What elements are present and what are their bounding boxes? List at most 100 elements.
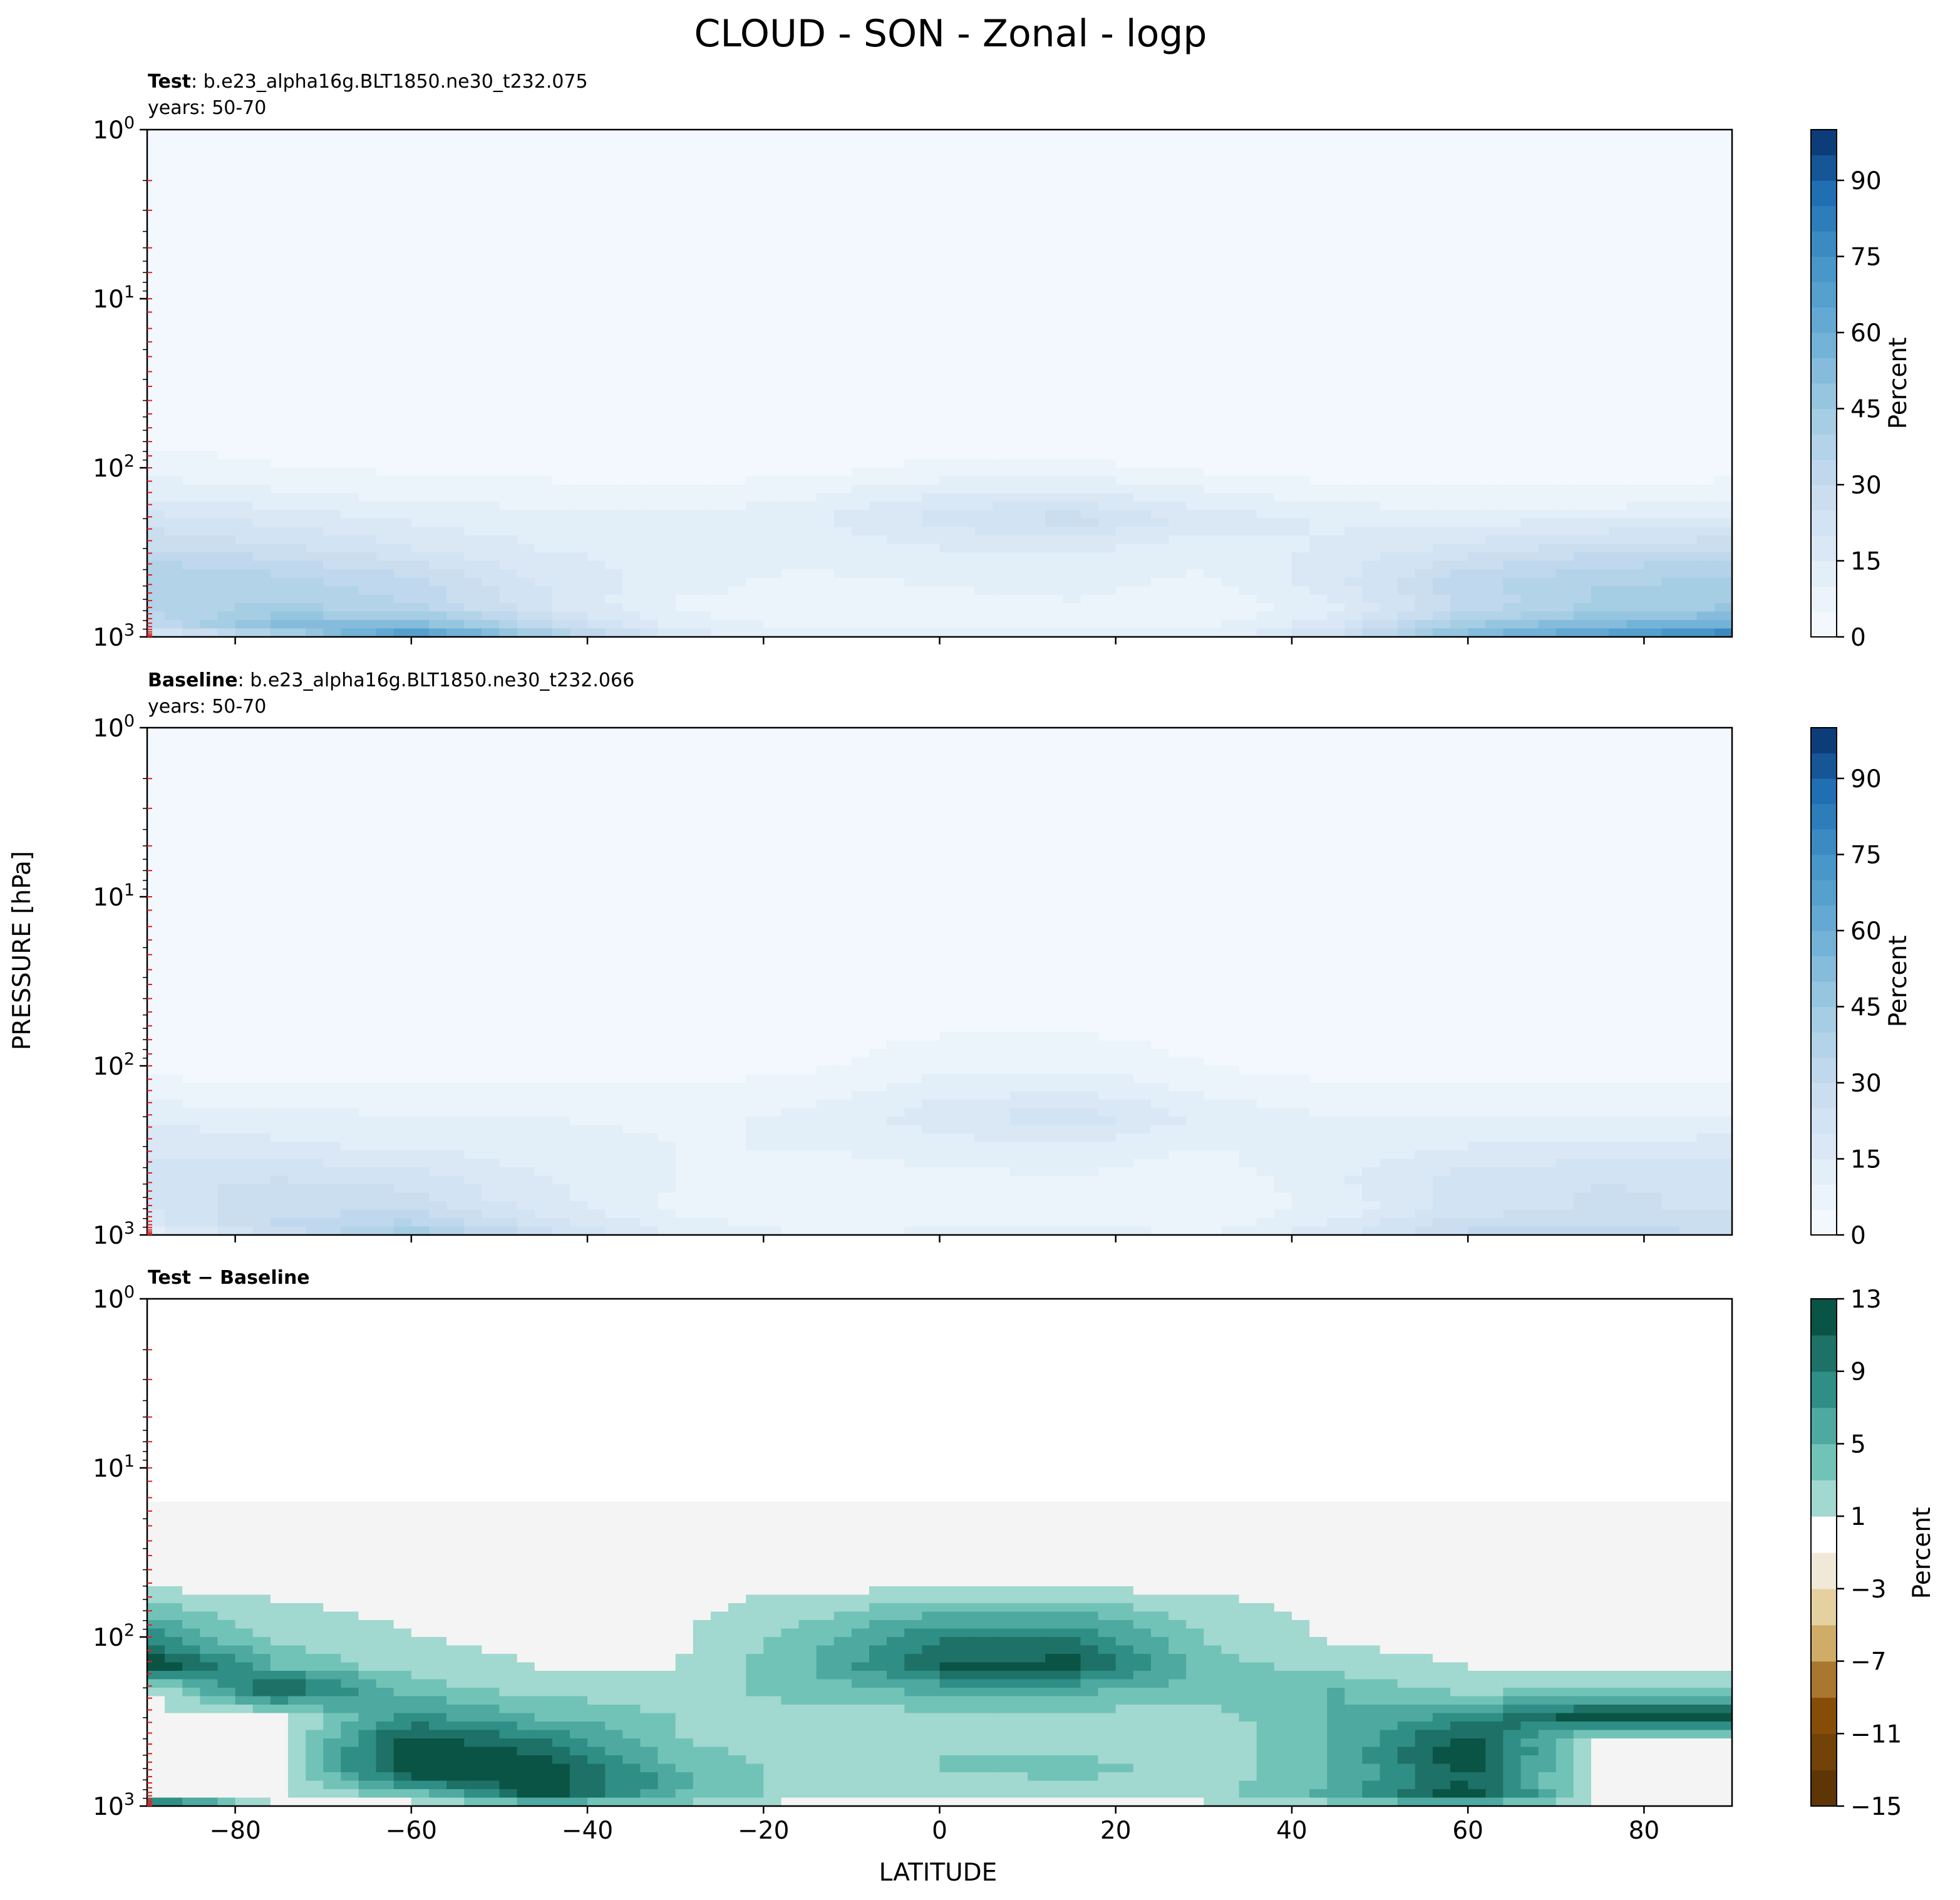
contour-cell — [887, 366, 905, 376]
contour-cell — [587, 324, 606, 333]
contour-cell — [622, 510, 641, 519]
contour-cell — [1291, 535, 1310, 545]
contour-cell — [1679, 417, 1698, 426]
contour-cell — [1626, 417, 1645, 426]
contour-cell — [1626, 519, 1645, 528]
contour-cell — [534, 383, 553, 393]
contour-cell — [746, 180, 765, 190]
contour-cell — [1204, 468, 1222, 477]
contour-cell — [464, 138, 483, 147]
contour-cell — [1168, 527, 1187, 536]
contour-cell — [1256, 519, 1275, 528]
contour-cell — [1380, 408, 1398, 418]
contour-cell — [869, 451, 887, 460]
contour-cell — [376, 434, 395, 443]
contour-cell — [763, 172, 782, 181]
contour-cell — [1168, 408, 1187, 418]
contour-cell — [1327, 502, 1346, 511]
contour-cell — [640, 434, 659, 443]
contour-cell — [763, 535, 782, 545]
contour-cell — [851, 333, 870, 342]
contour-cell — [341, 197, 359, 207]
contour-cell — [1274, 510, 1292, 519]
contour-cell — [1256, 485, 1275, 494]
contour-cell — [763, 155, 782, 164]
contour-cell — [1644, 476, 1663, 485]
contour-cell — [147, 586, 165, 596]
contour-cell — [182, 502, 201, 511]
contour-cell — [1010, 316, 1028, 325]
contour-cell — [1503, 273, 1522, 282]
contour-cell — [235, 188, 254, 198]
contour-cell — [1468, 493, 1487, 502]
contour-cell — [974, 535, 993, 545]
contour-cell — [1028, 425, 1046, 435]
contour-cell — [640, 205, 659, 215]
contour-cell — [1239, 535, 1257, 545]
contour-cell — [658, 510, 676, 519]
contour-cell — [622, 535, 641, 545]
contour-cell — [1133, 299, 1152, 308]
contour-cell — [1010, 358, 1028, 367]
contour-cell — [1679, 282, 1698, 291]
contour-cell — [569, 188, 588, 198]
contour-cell — [869, 341, 887, 350]
contour-cell — [1485, 155, 1504, 164]
contour-cell — [1151, 425, 1169, 435]
contour-cell — [728, 239, 746, 249]
contour-cell — [306, 273, 324, 282]
contour-cell — [393, 476, 412, 485]
contour-cell — [816, 502, 835, 511]
contour-cell — [1626, 425, 1645, 435]
contour-cell — [746, 434, 765, 443]
contour-cell — [922, 214, 941, 224]
contour-cell — [640, 214, 659, 224]
contour-cell — [165, 222, 183, 232]
contour-cell — [182, 299, 201, 308]
contour-cell — [446, 459, 465, 468]
contour-cell — [1098, 333, 1117, 342]
contour-cell — [922, 374, 941, 384]
contour-cell — [1239, 239, 1257, 249]
contour-cell — [675, 374, 694, 384]
contour-cell — [569, 299, 588, 308]
contour-cell — [1115, 341, 1134, 350]
contour-cell — [182, 324, 201, 333]
contour-cell — [851, 502, 870, 511]
contour-cell — [1327, 493, 1346, 502]
contour-cell — [957, 349, 976, 359]
contour-cell — [1626, 552, 1645, 562]
contour-cell — [252, 425, 271, 435]
contour-cell — [1415, 468, 1433, 477]
contour-cell — [270, 290, 289, 299]
contour-cell — [429, 239, 447, 249]
contour-cell — [1221, 163, 1240, 173]
contour-cell — [482, 476, 500, 485]
contour-cell — [1291, 417, 1310, 426]
contour-cell — [728, 341, 746, 350]
contour-cell — [939, 569, 958, 579]
contour-cell — [1450, 442, 1468, 452]
contour-cell — [1115, 180, 1134, 190]
contour-cell — [833, 560, 852, 570]
contour-cell — [957, 222, 976, 232]
contour-cell — [693, 147, 711, 156]
contour-cell — [798, 374, 817, 384]
contour-cell — [1045, 163, 1064, 173]
contour-cell — [1432, 417, 1451, 426]
contour-cell — [165, 358, 183, 367]
contour-cell — [781, 408, 800, 418]
contour-cell — [833, 273, 852, 282]
contour-cell — [288, 417, 306, 426]
contour-cell — [341, 358, 359, 367]
contour-cell — [1591, 205, 1609, 215]
contour-cell — [552, 510, 570, 519]
contour-cell — [1186, 442, 1205, 452]
contour-cell — [252, 383, 271, 393]
contour-cell — [1291, 366, 1310, 376]
contour-cell — [693, 476, 711, 485]
contour-cell — [1344, 299, 1363, 308]
contour-cell — [1133, 459, 1152, 468]
contour-cell — [235, 333, 254, 342]
contour-cell — [1468, 163, 1487, 173]
